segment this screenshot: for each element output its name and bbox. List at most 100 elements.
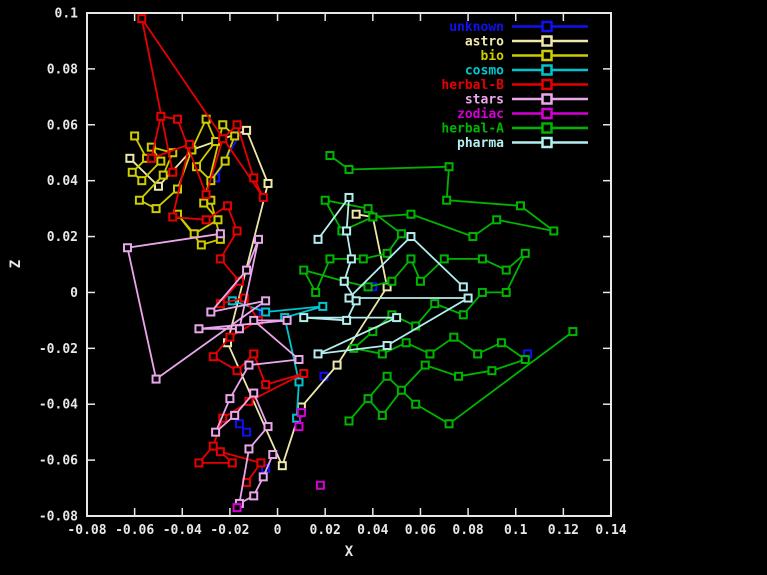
data-point-marker [225, 332, 235, 342]
data-point-marker [168, 167, 178, 177]
legend-item-bio: bio [481, 49, 588, 64]
data-point-marker [294, 377, 304, 387]
data-point-marker [261, 380, 271, 390]
data-point-marker [263, 178, 273, 188]
x-tick-label: 0.04 [357, 523, 388, 538]
data-point-marker [208, 352, 218, 362]
data-point-marker [249, 491, 259, 501]
data-point-marker [344, 416, 354, 426]
data-point-marker [444, 419, 454, 429]
data-point-marker [282, 315, 292, 325]
data-point-marker [201, 190, 211, 200]
data-point-marker [168, 212, 178, 222]
legend-label: bio [481, 49, 505, 64]
y-axis-label: Z [8, 260, 24, 268]
x-tick-label: 0.12 [548, 523, 579, 538]
data-point-marker [213, 215, 223, 225]
data-point-marker [363, 204, 373, 214]
y-tick-label: 0 [70, 286, 78, 301]
y-tick-label: -0.04 [39, 398, 78, 413]
data-point-marker [261, 307, 271, 317]
data-point-marker [344, 293, 354, 303]
data-point-marker [137, 176, 147, 186]
data-point-marker [232, 366, 242, 376]
data-point-marker [230, 131, 240, 141]
data-point-marker [477, 287, 487, 297]
legend-item-unknown: unknown [449, 20, 588, 35]
data-point-marker [311, 287, 321, 297]
data-point-marker [249, 349, 259, 359]
data-point-marker [320, 195, 330, 205]
data-point-marker [401, 338, 411, 348]
data-point-marker [261, 296, 271, 306]
data-point-marker [342, 315, 352, 325]
y-tick-label: 0.06 [47, 118, 78, 133]
data-point-marker [146, 153, 156, 163]
plot-border [86, 12, 612, 517]
y-tick-label: -0.08 [39, 510, 78, 525]
legend-marker-sample [541, 35, 553, 47]
data-point-marker [477, 254, 487, 264]
data-point-marker [382, 282, 392, 292]
data-point-marker [242, 265, 252, 275]
data-point-marker [184, 139, 194, 149]
legend-label: pharma [457, 136, 504, 151]
y-tick-label: 0.1 [55, 7, 79, 22]
x-tick-label: 0.14 [595, 523, 626, 538]
legend-item-cosmo: cosmo [465, 64, 588, 79]
data-point-marker [315, 480, 325, 490]
data-point-marker [313, 234, 323, 244]
data-point-marker [382, 248, 392, 258]
data-point-marker [230, 410, 240, 420]
data-point-marker [122, 243, 132, 253]
x-tick-label: 0.08 [452, 523, 483, 538]
x-tick-label: -0.04 [163, 523, 202, 538]
x-axis-label: X [345, 544, 354, 560]
y-tick-label: 0.04 [47, 174, 78, 189]
data-point-marker [242, 125, 252, 135]
data-point-marker [263, 422, 273, 432]
data-point-marker [249, 173, 259, 183]
data-point-marker [492, 215, 502, 225]
data-point-marker [454, 371, 464, 381]
legend-label: herbal-B [441, 78, 504, 93]
legend: unknownastrobiocosmoherbal-Bstarszodiach… [441, 20, 588, 151]
data-point-marker [358, 254, 368, 264]
data-point-marker [377, 349, 387, 359]
data-point-marker [232, 226, 242, 236]
data-point-marker [463, 293, 473, 303]
data-point-marker [201, 215, 211, 225]
data-point-marker [220, 156, 230, 166]
series-line [140, 18, 305, 484]
data-point-marker [444, 162, 454, 172]
data-point-marker [258, 472, 268, 482]
data-point-marker [458, 282, 468, 292]
legend-label: unknown [449, 20, 504, 35]
data-point-marker [173, 114, 183, 124]
y-tick-label: 0.08 [47, 62, 78, 77]
data-point-marker [313, 349, 323, 359]
data-point-marker [194, 458, 204, 468]
data-point-marker [244, 444, 254, 454]
data-point-marker [277, 461, 287, 471]
legend-item-zodiac: zodiac [457, 107, 588, 122]
data-point-marker [568, 327, 578, 337]
data-point-marker [256, 458, 266, 468]
data-point-marker [189, 229, 199, 239]
x-tick-label: 0.02 [310, 523, 341, 538]
data-point-marker [253, 234, 263, 244]
data-point-marker [234, 324, 244, 334]
data-point-marker [430, 299, 440, 309]
data-point-marker [249, 315, 259, 325]
data-point-marker [363, 282, 373, 292]
data-point-marker [299, 313, 309, 323]
data-point-marker [439, 254, 449, 264]
legend-marker-sample [541, 122, 553, 134]
data-point-marker [382, 341, 392, 351]
legend-marker-sample [541, 93, 553, 105]
data-point-marker [396, 385, 406, 395]
legend-item-stars: stars [465, 93, 588, 108]
data-point-marker [249, 388, 259, 398]
data-point-marker [244, 360, 254, 370]
